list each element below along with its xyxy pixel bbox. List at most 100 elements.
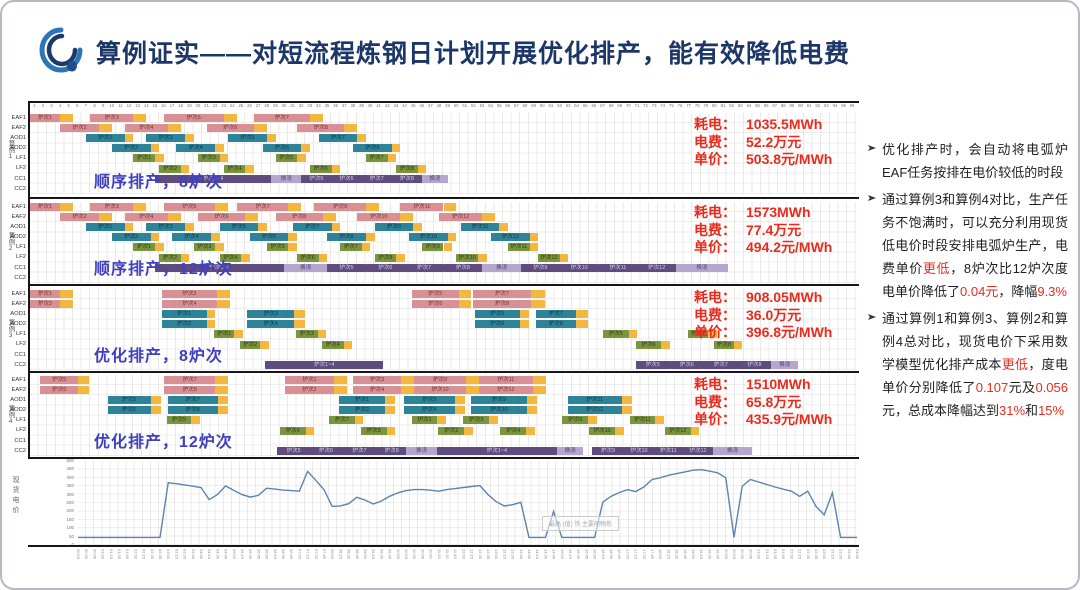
gantt-bar: 炉次6 [309,164,332,173]
gantt-bar: 炉次4 [500,426,527,435]
slide-header: 算例证实——对短流程炼钢日计划开展优化排产，能有效降低电费 [2,2,1078,98]
gantt-bar: 炉次12 [567,406,622,415]
gantt-bar [215,144,224,153]
x-tick-label: 17:00 [625,549,631,560]
stat-row: 耗电： 1510MWh [694,376,864,394]
gantt-bar [294,320,305,329]
price-chart-ylabel: 现货电价 [12,476,19,516]
gantt-bar [294,310,305,319]
gantt-bar: 炉次1 [411,416,438,425]
gantt-bar [217,396,229,405]
x-tick-label: 00:30 [84,549,90,560]
gantt-bar: 炉次8 [297,124,345,133]
stat-row: 单价： 494.2元/MWh [694,239,864,257]
x-tick-label: 11:30 [445,549,450,559]
gantt-bar: 炉次6 [279,426,306,435]
stat-value: 396.8元/MWh [746,324,833,340]
gantt-bar [60,290,74,298]
x-tick-label: 14:30 [543,549,549,560]
gantt-bar: 炉次1 [30,203,61,211]
machine-row-label: LF1 [16,417,26,424]
gantt-bar: 炉次6 [411,300,459,309]
gantt-bar [401,386,415,395]
gantt-bar: 炉次11 [598,263,638,272]
stat-value: 52.2万元 [746,133,802,150]
gantt-bar: 炉次1~4 [154,263,285,272]
machine-row-label: CC1 [14,175,26,182]
x-tick-label: 00:45 [92,549,98,560]
gantt-bar [576,320,589,329]
x-tick-label: 23:45 [846,549,852,560]
x-tick-label: 11:15 [436,549,442,559]
x-tick-label: 14:45 [551,549,557,560]
gantt-bar: 炉次5 [327,263,366,272]
gantt-bar [180,164,190,173]
stat-row: 电费： 52.2万元 [694,134,864,152]
gantt-panel-case3: 算例3 EAF1 EAF2 AOD1 AOD2 LF1 LF2 CC1 CC2 炉次1 炉次3 炉次5… [2,286,862,371]
gantt-bar: 炉次1~4 [436,446,558,455]
gantt-bar: 炉次12 [490,233,530,242]
x-tick-label: 15:00 [559,549,565,560]
chart-axis-line [28,545,859,547]
stat-value: 65.8万元 [746,393,802,410]
gantt-bar: 炉次7 [318,134,358,143]
gantt-bar [343,340,353,349]
gantt-bar: 炉次1 [30,114,61,122]
stat-value: 1035.5MWh [746,116,823,132]
gantt-bar: 炉次9 [414,376,466,384]
y-tick-label: 450 [66,466,74,472]
gantt-bar [318,253,328,262]
x-tick-label: 04:15 [207,549,213,560]
x-tick-label: 05:45 [256,549,262,560]
stat-label: 单价： [694,324,736,340]
gantt-bar [206,320,216,329]
gantt-bar: 炉次8 [391,174,422,183]
machine-row-label: CC2 [14,447,26,454]
gantt-bar [391,144,401,153]
gantt-bar [60,203,74,211]
stat-row: 单价： 435.9元/MWh [694,411,864,429]
gantt-bar [223,114,237,122]
stat-row: 单价： 503.8元/MWh [694,151,864,169]
x-tick-label: 12:45 [486,549,491,560]
x-tick-label: 01:45 [125,549,131,560]
x-tick-label: 06:45 [289,549,295,560]
gantt-bar: 炉次10 [456,253,478,262]
gantt-bar [454,396,466,405]
panel-caption: 优化排产，12炉次 [94,434,233,451]
gantt-bar [527,406,538,415]
x-tick-label: 23:00 [822,549,828,560]
stat-label: 耗电： [694,204,736,220]
gantt-bar: 炉次5 [602,330,629,339]
x-tick-label: 09:15 [371,549,377,560]
gantt-bar: 炉次10 [624,446,654,455]
gantt-bar [154,154,164,163]
x-tick-label: 02:45 [158,549,163,560]
gantt-bar: 炉次10 [409,233,448,242]
gantt-bar: 炉次4 [219,253,242,262]
x-tick-label: 03:45 [190,549,196,560]
gantt-bar: 炉次9 [421,243,444,252]
machine-row-label: LF1 [16,331,26,338]
x-tick-label: 21:30 [773,549,778,560]
gantt-bar: 炉次1~4 [265,360,384,369]
machine-row-label: AOD1 [10,311,26,318]
x-tick-label: 15:30 [576,549,582,560]
gantt-bar [477,253,487,262]
gantt-bar [401,376,415,384]
gantt-bar: 炉次8 [396,164,418,173]
stat-label: 耗电： [694,116,736,132]
gantt-bar [288,233,298,242]
machine-row-label: CC2 [14,361,26,368]
gantt-grid: 炉次1 炉次3 炉次5 炉次7 炉次2 炉次4 炉次6 炉次8 炉次1 炉次3 炉次5 炉次7 炉次2 炉… [30,289,857,370]
gantt-bar [529,233,539,242]
case-label: 算例3 [7,318,14,339]
gantt-bar: 换浇 [406,446,437,455]
gantt-bar [215,386,229,395]
gantt-bar: 炉次6 [331,174,362,183]
gantt-bar: 炉次5 [107,396,151,405]
gantt-bar [396,253,405,262]
gantt-bar [437,416,447,425]
gantt-bar [210,233,220,242]
gantt-bar: 炉次5 [40,376,79,384]
